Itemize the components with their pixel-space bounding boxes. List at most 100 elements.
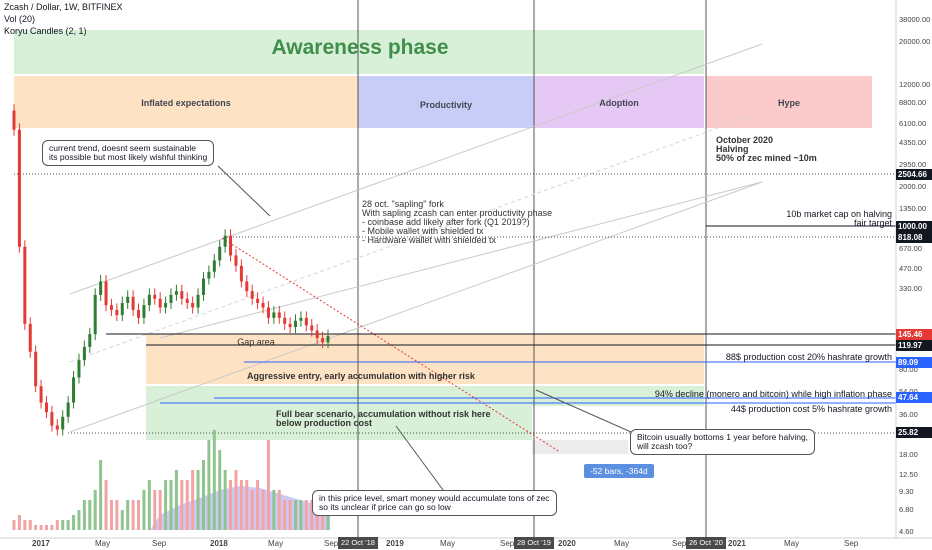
volume-bar <box>250 490 254 530</box>
bear-zone <box>146 386 532 440</box>
time-tick: Sep <box>152 539 167 548</box>
candle-body <box>12 110 16 130</box>
volume-bar <box>39 525 43 530</box>
volume-bar <box>321 510 325 530</box>
candle-body <box>234 255 238 266</box>
hype-zone <box>706 76 872 128</box>
price-level-tag: 47.64 <box>896 392 932 403</box>
candle-body <box>201 278 205 295</box>
candle-body <box>169 294 173 303</box>
price-level-tag: 89.09 <box>896 357 932 368</box>
volume-bar <box>201 460 205 530</box>
bear-zone-right <box>532 386 704 406</box>
price-tick: 470.00 <box>899 264 922 274</box>
candle-body <box>266 307 270 318</box>
price-tick: 54.00 <box>896 387 918 396</box>
time-tick: Sep <box>672 539 687 548</box>
volume-bar <box>196 470 200 530</box>
awareness-phase-label: Awareness phase <box>271 36 449 59</box>
channel-lower <box>69 181 763 433</box>
price-tick: 1350.00 <box>899 204 927 214</box>
volume-bar <box>164 480 168 530</box>
candle-body <box>88 334 92 347</box>
price-level-tag: 1000.00 <box>896 221 932 232</box>
volume-bar <box>294 500 298 530</box>
time-tick: May <box>784 539 800 548</box>
inflated-label: Inflated expectations <box>141 98 231 108</box>
price-level-tag: 145.46 <box>896 329 932 340</box>
volume-bar <box>239 480 243 530</box>
candle-body <box>174 291 178 295</box>
candle-body <box>315 330 319 339</box>
candle-body <box>120 302 124 316</box>
volume-bar <box>223 470 227 530</box>
candle-body <box>229 235 233 256</box>
time-tick: 2017 <box>32 539 50 548</box>
time-tick: 2018 <box>210 539 228 548</box>
volume-bar <box>299 500 303 530</box>
candle-body <box>256 298 260 303</box>
volume-bar <box>185 480 189 530</box>
volume-bar <box>158 490 162 530</box>
time-tick: 2021 <box>728 539 746 548</box>
candle-body <box>72 377 76 403</box>
volume-bar <box>77 510 81 530</box>
price-tick: 6100.00 <box>899 118 927 128</box>
awareness-zone <box>14 30 704 74</box>
price-level-tag: 2504.66 <box>896 169 932 180</box>
bitcoin-callout[interactable]: Bitcoin usually bottoms 1 year before ha… <box>630 429 816 455</box>
volume-bar <box>212 430 216 530</box>
candle-body <box>55 425 59 430</box>
adoption-zone <box>534 76 704 128</box>
price-level-tag: 119.97 <box>896 340 932 351</box>
candle-body <box>34 351 38 387</box>
candle-body <box>239 265 243 282</box>
price-tick: 4.60 <box>899 527 914 536</box>
volume-bar <box>326 510 330 530</box>
volume-bar <box>99 460 103 530</box>
candle-body <box>104 281 108 306</box>
trend-callout[interactable]: current trend, doesnt seem sustainable i… <box>42 140 215 166</box>
volume-bar <box>207 440 211 530</box>
price-tick: 670.00 <box>899 244 922 254</box>
price-level-tag: 818.08 <box>896 232 932 243</box>
candle-body <box>304 317 308 326</box>
volume-bar <box>104 480 108 530</box>
candle-body <box>131 296 135 310</box>
bar-measure-badge: -52 bars, -364d <box>584 464 654 478</box>
indicator-koryu[interactable]: Koryu Candles (2, 1) <box>4 26 87 36</box>
volume-bar <box>277 490 281 530</box>
volume-bar <box>283 500 287 530</box>
volume-bar <box>115 500 119 530</box>
volume-bar <box>147 480 151 530</box>
candle-body <box>277 312 281 318</box>
candle-body <box>191 302 195 308</box>
bear-scenario-label: Full bear scenario, accumulation without… <box>276 409 491 428</box>
candle-body <box>147 294 151 306</box>
vertical-marker-tag: 26 Oct '20 <box>686 537 726 549</box>
volume-bar <box>218 450 222 530</box>
smartmoney-callout[interactable]: in this price level, smart money would a… <box>312 490 557 516</box>
time-tick: May <box>440 539 456 548</box>
volume-bar <box>131 500 135 530</box>
candle-body <box>137 309 141 318</box>
volume-bar <box>17 515 21 530</box>
candle-body <box>196 294 200 308</box>
vertical-marker-tag: 28 Oct '19 <box>514 537 554 549</box>
channel-upper <box>69 43 763 295</box>
volume-bar <box>261 490 265 530</box>
indicator-volume[interactable]: Vol (20) <box>4 14 36 24</box>
price-tick: 12000.00 <box>899 80 931 90</box>
price-axis <box>896 0 932 538</box>
candle-body <box>153 294 157 299</box>
price-tick: 80.00 <box>899 364 918 374</box>
volume-bar <box>34 525 38 530</box>
volume-bar <box>93 490 97 530</box>
volume-bar <box>180 480 184 530</box>
candle-body <box>99 281 103 295</box>
gap-zone <box>146 334 704 352</box>
candle-body <box>212 260 216 272</box>
volume-bar <box>44 525 48 530</box>
prod-cost-20-note: 88$ production cost 20% hashrate growth <box>725 352 892 362</box>
